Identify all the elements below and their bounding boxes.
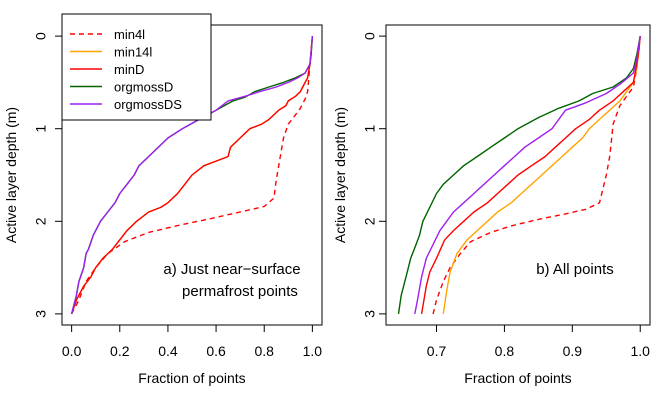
plot-frame — [385, 24, 651, 326]
x-tick-label: 0.2 — [110, 343, 130, 359]
y-tick-label: 2 — [362, 217, 378, 225]
series-line-orgmossDS — [70, 36, 314, 315]
y-tick-label: 0 — [33, 32, 49, 40]
series-line-orgmossD — [397, 35, 641, 315]
legend-label: orgmossDS — [114, 97, 182, 112]
y-axis-label: Active layer depth (m) — [3, 107, 19, 243]
series-line-min14l — [442, 36, 641, 315]
legend-label: min4l — [114, 27, 145, 42]
y-tick-label: 0 — [362, 32, 378, 40]
legend-label: orgmossD — [114, 80, 173, 95]
y-axis-label: Active layer depth (m) — [332, 107, 348, 243]
x-tick-label: 1.0 — [630, 343, 650, 359]
y-tick-label: 3 — [362, 310, 378, 318]
legend-label: min14l — [114, 45, 152, 60]
series-line-minD — [70, 36, 314, 315]
x-tick-label: 0.4 — [158, 343, 178, 359]
x-tick-label: 0.9 — [563, 343, 583, 359]
panel-annotation: a) Just near−surface — [163, 261, 300, 278]
x-tick-label: 0.7 — [427, 343, 447, 359]
y-tick-label: 3 — [33, 310, 49, 318]
x-tick-label: 1.0 — [303, 343, 323, 359]
y-tick-label: 1 — [33, 125, 49, 133]
x-axis-label: Fraction of points — [464, 370, 571, 386]
panel-b: 0.7 0.8 0.9 1.0 0 1 2 3 Fraction of points Active… — [332, 24, 651, 386]
series-line-minD — [420, 36, 641, 315]
panel-annotation: b) All points — [536, 261, 614, 278]
x-tick-label: 0.8 — [254, 343, 274, 359]
panel-a: 0.0 0.2 0.4 0.6 0.8 1.0 0 1 2 3 Fraction of points… — [3, 13, 323, 386]
series-line-min4l — [432, 36, 641, 315]
x-tick-label: 0.6 — [206, 343, 226, 359]
legend-label: minD — [114, 62, 144, 77]
panel-annotation: permafrost points — [182, 283, 298, 300]
series-line-orgmossDS — [414, 35, 641, 315]
legend-box — [61, 13, 212, 121]
x-tick-label: 0.8 — [495, 343, 515, 359]
x-tick-label: 0.0 — [62, 343, 82, 359]
x-axis-label: Fraction of points — [138, 370, 245, 386]
y-tick-label: 1 — [362, 125, 378, 133]
legend: min4l min14l minD orgmossD orgmossDS — [61, 13, 212, 121]
y-tick-label: 2 — [33, 217, 49, 225]
